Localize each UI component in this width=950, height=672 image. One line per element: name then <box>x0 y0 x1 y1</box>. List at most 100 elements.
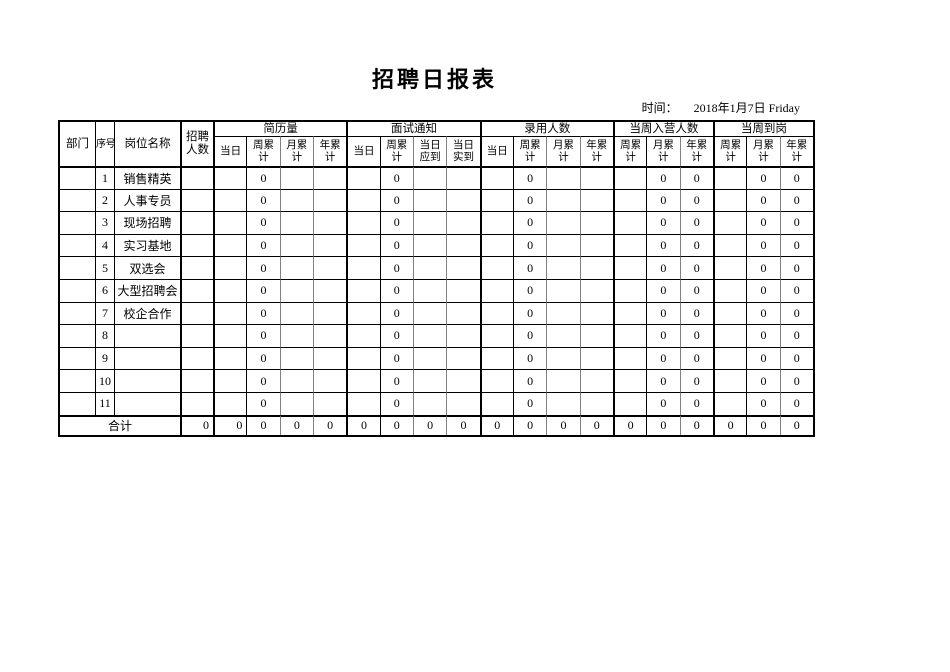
value-cell[interactable] <box>346 211 380 234</box>
headcount-cell[interactable] <box>180 278 213 302</box>
value-cell[interactable]: 0 <box>512 256 547 279</box>
position-cell[interactable] <box>114 346 180 370</box>
position-cell[interactable]: 现场招聘 <box>114 211 180 234</box>
total-value-cell[interactable]: 0 <box>379 414 413 435</box>
value-cell[interactable]: 0 <box>679 278 713 302</box>
value-cell[interactable]: 0 <box>246 256 280 279</box>
value-cell[interactable] <box>546 301 580 325</box>
seq-cell[interactable]: 1 <box>95 166 114 189</box>
value-cell[interactable] <box>213 324 247 347</box>
value-cell[interactable] <box>346 188 380 212</box>
value-cell[interactable] <box>213 188 247 212</box>
value-cell[interactable]: 0 <box>379 278 413 302</box>
value-cell[interactable] <box>479 346 513 370</box>
value-cell[interactable] <box>579 166 613 189</box>
value-cell[interactable] <box>412 211 447 234</box>
value-cell[interactable] <box>213 166 247 189</box>
value-cell[interactable] <box>579 211 613 234</box>
value-cell[interactable]: 0 <box>246 324 280 347</box>
value-cell[interactable] <box>312 346 347 370</box>
headcount-cell[interactable] <box>180 324 213 347</box>
value-cell[interactable]: 0 <box>646 346 680 370</box>
value-cell[interactable] <box>279 188 313 212</box>
value-cell[interactable]: 0 <box>746 324 780 347</box>
total-value-cell[interactable]: 0 <box>746 414 780 435</box>
value-cell[interactable]: 0 <box>246 301 280 325</box>
value-cell[interactable] <box>546 233 580 257</box>
total-value-cell[interactable]: 0 <box>213 414 247 435</box>
value-cell[interactable] <box>612 188 647 212</box>
position-cell[interactable]: 双选会 <box>114 256 180 279</box>
value-cell[interactable] <box>213 346 247 370</box>
value-cell[interactable] <box>712 188 747 212</box>
value-cell[interactable]: 0 <box>779 211 813 234</box>
value-cell[interactable] <box>279 211 313 234</box>
value-cell[interactable] <box>712 391 747 415</box>
dept-cell[interactable] <box>60 166 95 189</box>
total-value-cell[interactable]: 0 <box>512 414 547 435</box>
value-cell[interactable] <box>579 324 613 347</box>
value-cell[interactable] <box>446 391 480 415</box>
value-cell[interactable] <box>479 369 513 392</box>
value-cell[interactable]: 0 <box>746 346 780 370</box>
total-value-cell[interactable]: 0 <box>546 414 580 435</box>
headcount-cell[interactable] <box>180 369 213 392</box>
position-cell[interactable]: 人事专员 <box>114 188 180 212</box>
value-cell[interactable]: 0 <box>512 278 547 302</box>
value-cell[interactable] <box>412 369 447 392</box>
value-cell[interactable]: 0 <box>746 301 780 325</box>
value-cell[interactable]: 0 <box>746 256 780 279</box>
value-cell[interactable] <box>446 188 480 212</box>
value-cell[interactable] <box>479 256 513 279</box>
value-cell[interactable] <box>346 324 380 347</box>
value-cell[interactable] <box>479 233 513 257</box>
value-cell[interactable] <box>546 278 580 302</box>
value-cell[interactable] <box>446 278 480 302</box>
value-cell[interactable] <box>312 301 347 325</box>
dept-cell[interactable] <box>60 324 95 347</box>
value-cell[interactable] <box>312 256 347 279</box>
value-cell[interactable] <box>412 278 447 302</box>
total-value-cell[interactable]: 0 <box>446 414 480 435</box>
seq-cell[interactable]: 2 <box>95 188 114 212</box>
value-cell[interactable] <box>479 211 513 234</box>
value-cell[interactable]: 0 <box>512 301 547 325</box>
value-cell[interactable]: 0 <box>646 391 680 415</box>
seq-cell[interactable]: 8 <box>95 324 114 347</box>
value-cell[interactable] <box>446 256 480 279</box>
total-label-cell[interactable]: 合计 <box>60 414 180 435</box>
value-cell[interactable] <box>579 346 613 370</box>
value-cell[interactable]: 0 <box>679 391 713 415</box>
value-cell[interactable] <box>712 324 747 347</box>
value-cell[interactable] <box>446 346 480 370</box>
value-cell[interactable] <box>612 233 647 257</box>
value-cell[interactable] <box>579 301 613 325</box>
value-cell[interactable] <box>446 166 480 189</box>
value-cell[interactable] <box>546 324 580 347</box>
value-cell[interactable]: 0 <box>512 346 547 370</box>
seq-cell[interactable]: 5 <box>95 256 114 279</box>
value-cell[interactable] <box>279 369 313 392</box>
value-cell[interactable] <box>579 256 613 279</box>
seq-cell[interactable]: 3 <box>95 211 114 234</box>
value-cell[interactable] <box>612 211 647 234</box>
value-cell[interactable] <box>312 278 347 302</box>
value-cell[interactable] <box>312 211 347 234</box>
value-cell[interactable] <box>712 166 747 189</box>
value-cell[interactable]: 0 <box>679 369 713 392</box>
value-cell[interactable] <box>213 301 247 325</box>
value-cell[interactable] <box>579 278 613 302</box>
dept-cell[interactable] <box>60 278 95 302</box>
value-cell[interactable]: 0 <box>779 369 813 392</box>
value-cell[interactable] <box>412 166 447 189</box>
value-cell[interactable]: 0 <box>746 233 780 257</box>
value-cell[interactable] <box>346 166 380 189</box>
headcount-cell[interactable] <box>180 256 213 279</box>
value-cell[interactable]: 0 <box>679 233 713 257</box>
headcount-cell[interactable] <box>180 166 213 189</box>
value-cell[interactable]: 0 <box>379 324 413 347</box>
value-cell[interactable] <box>612 166 647 189</box>
position-cell[interactable]: 大型招聘会 <box>114 278 180 302</box>
value-cell[interactable] <box>279 278 313 302</box>
dept-cell[interactable] <box>60 369 95 392</box>
